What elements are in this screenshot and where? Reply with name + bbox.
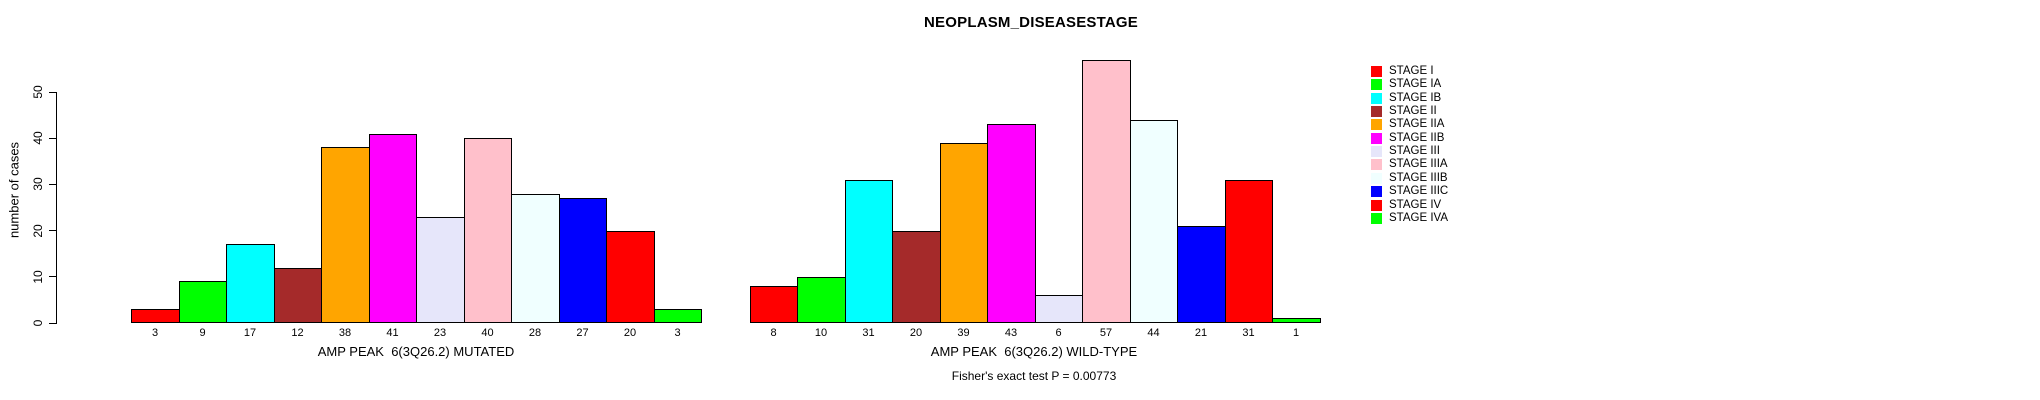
bar-value-label: 1 bbox=[1292, 327, 1300, 339]
bar-value-label: 39 bbox=[957, 327, 970, 339]
bar-stage-iiib bbox=[1129, 120, 1178, 323]
bar-value-label: 38 bbox=[338, 327, 352, 339]
bar-stage-iiic bbox=[1177, 226, 1226, 323]
bar-stage-iiia bbox=[463, 138, 512, 323]
legend-item: STAGE IV bbox=[1371, 198, 1491, 212]
bar-stage-ib bbox=[844, 180, 893, 323]
bar-value-label: 44 bbox=[1147, 327, 1160, 339]
bar-value-label: 43 bbox=[1004, 327, 1018, 339]
legend-swatch bbox=[1371, 199, 1382, 211]
legend-label: STAGE IIA bbox=[1389, 118, 1445, 131]
legend-item: STAGE IIB bbox=[1371, 131, 1491, 145]
bar-stage-iia bbox=[321, 147, 370, 323]
legend-item: STAGE I bbox=[1371, 65, 1491, 78]
group-label-wild-type: AMP PEAK 6(3Q26.2) WILD-TYPE bbox=[930, 344, 1138, 359]
bar-stage-ib bbox=[226, 244, 275, 323]
legend-item: STAGE IVA bbox=[1371, 211, 1491, 225]
legend-swatch bbox=[1371, 79, 1382, 91]
legend-label: STAGE IV bbox=[1389, 198, 1442, 211]
legend-item: STAGE IA bbox=[1371, 78, 1491, 91]
legend-label: STAGE IVA bbox=[1389, 211, 1449, 224]
y-tick bbox=[49, 137, 57, 139]
legend-label: STAGE IIIA bbox=[1389, 158, 1448, 171]
fisher-test-annotation: Fisher's exact test P = 0.00773 bbox=[951, 369, 1117, 383]
bar-stage-iva bbox=[1272, 318, 1321, 323]
bar-value-label: 31 bbox=[1242, 327, 1255, 339]
legend-label: STAGE I bbox=[1389, 65, 1434, 77]
legend-swatch bbox=[1371, 106, 1382, 118]
bar-value-label: 28 bbox=[528, 327, 542, 339]
bar-value-label: 27 bbox=[576, 327, 589, 339]
bar-stage-iva bbox=[653, 309, 702, 323]
legend-swatch bbox=[1371, 119, 1382, 131]
bar-value-label: 17 bbox=[243, 327, 257, 339]
legend-item: STAGE IIA bbox=[1371, 118, 1491, 131]
legend-swatch bbox=[1371, 132, 1382, 144]
bar-value-label: 20 bbox=[909, 327, 923, 339]
bar-stage-i bbox=[131, 309, 180, 323]
legend-swatch bbox=[1371, 66, 1382, 77]
bar-stage-ia bbox=[178, 281, 227, 323]
legend-label: STAGE II bbox=[1389, 105, 1437, 118]
bar-stage-iiia bbox=[1082, 60, 1131, 323]
bar-stage-ia bbox=[797, 277, 846, 323]
bar-value-label: 3 bbox=[674, 327, 681, 339]
legend-label: STAGE IA bbox=[1389, 78, 1442, 91]
legend-swatch bbox=[1371, 146, 1382, 158]
legend-swatch bbox=[1371, 172, 1382, 184]
bar-stage-iiib bbox=[511, 194, 560, 323]
y-tick bbox=[49, 183, 57, 185]
bar-value-label: 21 bbox=[1194, 327, 1208, 339]
group-label-mutated: AMP PEAK 6(3Q26.2) MUTATED bbox=[317, 344, 515, 359]
y-axis-line bbox=[56, 92, 57, 324]
y-tick bbox=[49, 91, 57, 93]
bar-value-label: 23 bbox=[433, 327, 447, 339]
bar-stage-iib bbox=[368, 134, 417, 323]
legend-item: STAGE III bbox=[1371, 145, 1491, 158]
bar-value-label: 9 bbox=[199, 327, 206, 339]
bar-stage-iia bbox=[939, 143, 988, 323]
y-tick bbox=[49, 276, 57, 278]
bar-value-label: 57 bbox=[1099, 327, 1113, 339]
legend-label: STAGE IIB bbox=[1389, 131, 1445, 144]
legend-label: STAGE IB bbox=[1389, 91, 1442, 104]
bar-stage-ii bbox=[892, 231, 941, 323]
bar-stage-iii bbox=[1034, 295, 1083, 323]
legend-label: STAGE IIIB bbox=[1389, 171, 1448, 184]
bar-stage-iv bbox=[1224, 180, 1273, 323]
bar-value-label: 20 bbox=[623, 327, 637, 339]
bar-value-label: 31 bbox=[862, 327, 875, 339]
legend-item: STAGE IIIA bbox=[1371, 158, 1491, 171]
bar-stage-ii bbox=[273, 268, 322, 323]
legend-swatch bbox=[1371, 159, 1382, 171]
y-tick bbox=[49, 230, 57, 232]
bar-value-label: 3 bbox=[151, 327, 159, 339]
legend-item: STAGE II bbox=[1371, 105, 1491, 118]
bar-value-label: 6 bbox=[1055, 327, 1062, 339]
bar-value-label: 8 bbox=[770, 327, 777, 339]
bar-stage-iiic bbox=[558, 198, 607, 323]
legend-label: STAGE IIIC bbox=[1389, 185, 1449, 198]
legend-item: STAGE IIIB bbox=[1371, 171, 1491, 185]
legend-swatch bbox=[1371, 186, 1382, 198]
bar-value-label: 41 bbox=[386, 327, 399, 339]
chart-title: NEOPLASM_DISEASESTAGE bbox=[924, 14, 1138, 31]
bar-value-label: 10 bbox=[814, 327, 828, 339]
bar-stage-i bbox=[749, 286, 798, 323]
legend-item: STAGE IIIC bbox=[1371, 185, 1491, 198]
legend-item: STAGE IB bbox=[1371, 91, 1491, 105]
bar-stage-iii bbox=[416, 217, 465, 323]
bar-value-label: 40 bbox=[481, 327, 494, 339]
legend-swatch bbox=[1371, 92, 1382, 104]
bar-stage-iib bbox=[987, 124, 1036, 323]
bar-stage-iv bbox=[606, 231, 655, 323]
y-tick bbox=[49, 322, 57, 324]
legend-label: STAGE III bbox=[1389, 145, 1440, 158]
bar-value-label: 12 bbox=[291, 327, 304, 339]
legend-swatch bbox=[1371, 212, 1382, 224]
